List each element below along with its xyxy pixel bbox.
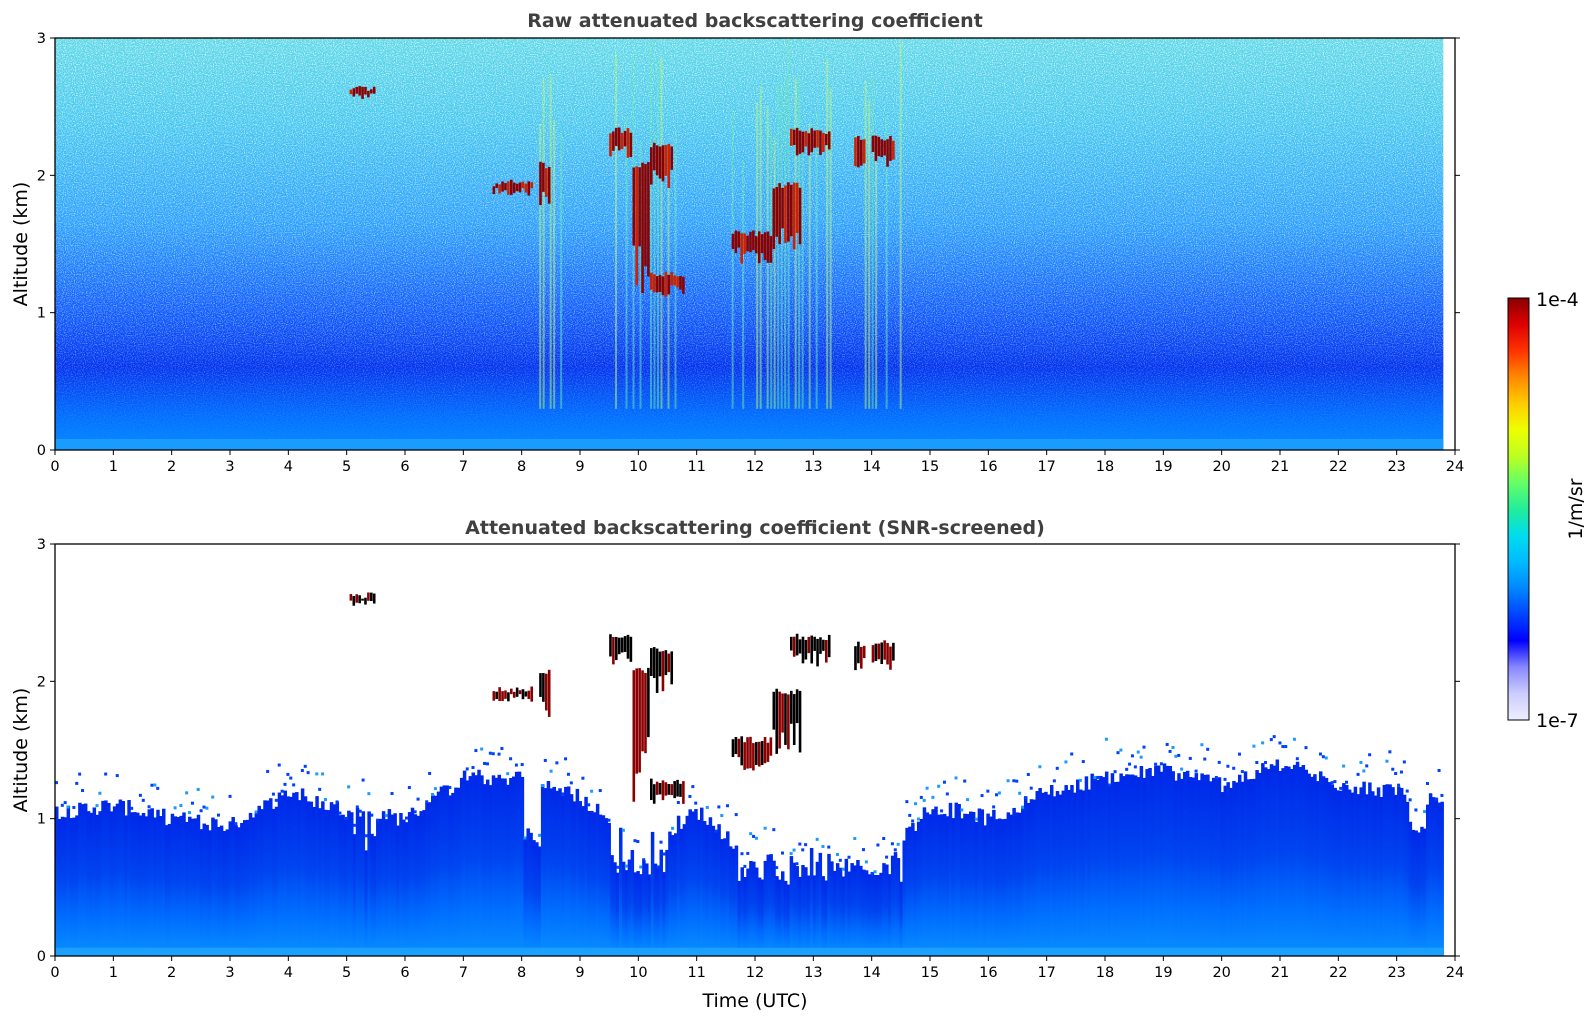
bottom-x-tick-label: 24 (1446, 965, 1464, 981)
top-x-tick-label: 2 (167, 459, 176, 475)
top-x-tick-label: 23 (1387, 459, 1405, 475)
top-y-tick-label: 2 (37, 168, 46, 184)
top-x-tick-label: 12 (746, 459, 764, 475)
colorbar-min-label: 1e-7 (1536, 710, 1579, 732)
bottom-x-tick-label: 11 (687, 965, 705, 981)
bottom-x-tick-label: 0 (50, 965, 59, 981)
top-x-tick-label: 18 (1096, 459, 1114, 475)
top-x-tick-label: 15 (921, 459, 939, 475)
snr-screened-panel: Attenuated backscattering coefficient (S… (10, 517, 1464, 1012)
bottom-x-tick-label: 22 (1329, 965, 1347, 981)
top-y-axis: 0 1 2 3 (37, 31, 1460, 459)
bottom-x-tick-label: 13 (804, 965, 822, 981)
bottom-x-tick-label: 17 (1037, 965, 1055, 981)
bottom-heatmap (55, 592, 1444, 956)
bottom-x-tick-label: 8 (517, 965, 526, 981)
top-x-tick-label: 8 (517, 459, 526, 475)
top-x-tick-label: 10 (629, 459, 647, 475)
colorbar-unit-label: 1/m/sr (1565, 478, 1587, 539)
top-x-tick-label: 9 (575, 459, 584, 475)
bottom-x-tick-label: 21 (1271, 965, 1289, 981)
x-axis-label: Time (UTC) (701, 990, 807, 1012)
bottom-x-tick-label: 5 (342, 965, 351, 981)
bottom-x-tick-label: 16 (979, 965, 997, 981)
bottom-x-tick-label: 7 (459, 965, 468, 981)
top-x-tick-label: 20 (1212, 459, 1230, 475)
bottom-y-tick-label: 1 (37, 812, 46, 828)
top-y-axis-label: Altitude (km) (10, 182, 32, 307)
top-panel-title: Raw attenuated backscattering coefficien… (527, 10, 983, 32)
top-heatmap (55, 38, 1444, 450)
bottom-y-axis-label: Altitude (km) (10, 688, 32, 813)
top-y-tick-label: 1 (37, 306, 46, 322)
top-x-tick-label: 0 (50, 459, 59, 475)
bottom-x-tick-label: 15 (921, 965, 939, 981)
top-x-tick-label: 21 (1271, 459, 1289, 475)
top-x-tick-label: 7 (459, 459, 468, 475)
bottom-y-tick-label: 2 (37, 674, 46, 690)
colorbar: 1e-4 1e-7 1/m/sr (1507, 289, 1587, 732)
top-x-axis: 0 1 2 3 4 5 6 7 8 9 10 11 12 13 14 15 16 17 18 19 20 21 22 23 24 (50, 450, 1464, 475)
top-x-tick-label: 13 (804, 459, 822, 475)
top-x-tick-label: 11 (687, 459, 705, 475)
bottom-x-tick-label: 10 (629, 965, 647, 981)
top-x-tick-label: 19 (1154, 459, 1172, 475)
top-x-tick-label: 14 (862, 459, 880, 475)
bottom-x-tick-label: 14 (862, 965, 880, 981)
bottom-x-tick-label: 2 (167, 965, 176, 981)
raw-backscatter-panel: Raw attenuated backscattering coefficien… (10, 10, 1464, 475)
top-x-tick-label: 4 (284, 459, 293, 475)
bottom-x-tick-label: 23 (1387, 965, 1405, 981)
bottom-x-tick-label: 3 (225, 965, 234, 981)
bottom-x-tick-label: 4 (284, 965, 293, 981)
bottom-x-tick-label: 20 (1212, 965, 1230, 981)
bottom-x-tick-label: 6 (400, 965, 409, 981)
bottom-y-tick-label: 3 (37, 537, 46, 553)
top-y-tick-label: 3 (37, 31, 46, 47)
top-x-tick-label: 6 (400, 459, 409, 475)
colorbar-bar (1507, 297, 1530, 721)
bottom-panel-title: Attenuated backscattering coefficient (S… (465, 517, 1045, 539)
top-x-tick-label: 3 (225, 459, 234, 475)
top-y-tick-label: 0 (37, 443, 46, 459)
top-x-tick-label: 16 (979, 459, 997, 475)
bottom-x-tick-label: 12 (746, 965, 764, 981)
colorbar-max-label: 1e-4 (1536, 289, 1579, 311)
top-x-tick-label: 5 (342, 459, 351, 475)
bottom-x-tick-label: 19 (1154, 965, 1172, 981)
bottom-y-tick-label: 0 (37, 949, 46, 965)
top-x-tick-label: 1 (109, 459, 118, 475)
top-x-tick-label: 24 (1446, 459, 1464, 475)
top-x-tick-label: 22 (1329, 459, 1347, 475)
bottom-x-tick-label: 1 (109, 965, 118, 981)
bottom-x-tick-label: 18 (1096, 965, 1114, 981)
bottom-x-tick-label: 9 (575, 965, 584, 981)
bottom-y-axis: 0 1 2 3 (37, 537, 1460, 965)
top-x-tick-label: 17 (1037, 459, 1055, 475)
bottom-x-axis: 0 1 2 3 4 5 6 7 8 9 10 11 12 13 14 15 16 17 18 19 20 21 22 23 24 (50, 956, 1464, 981)
